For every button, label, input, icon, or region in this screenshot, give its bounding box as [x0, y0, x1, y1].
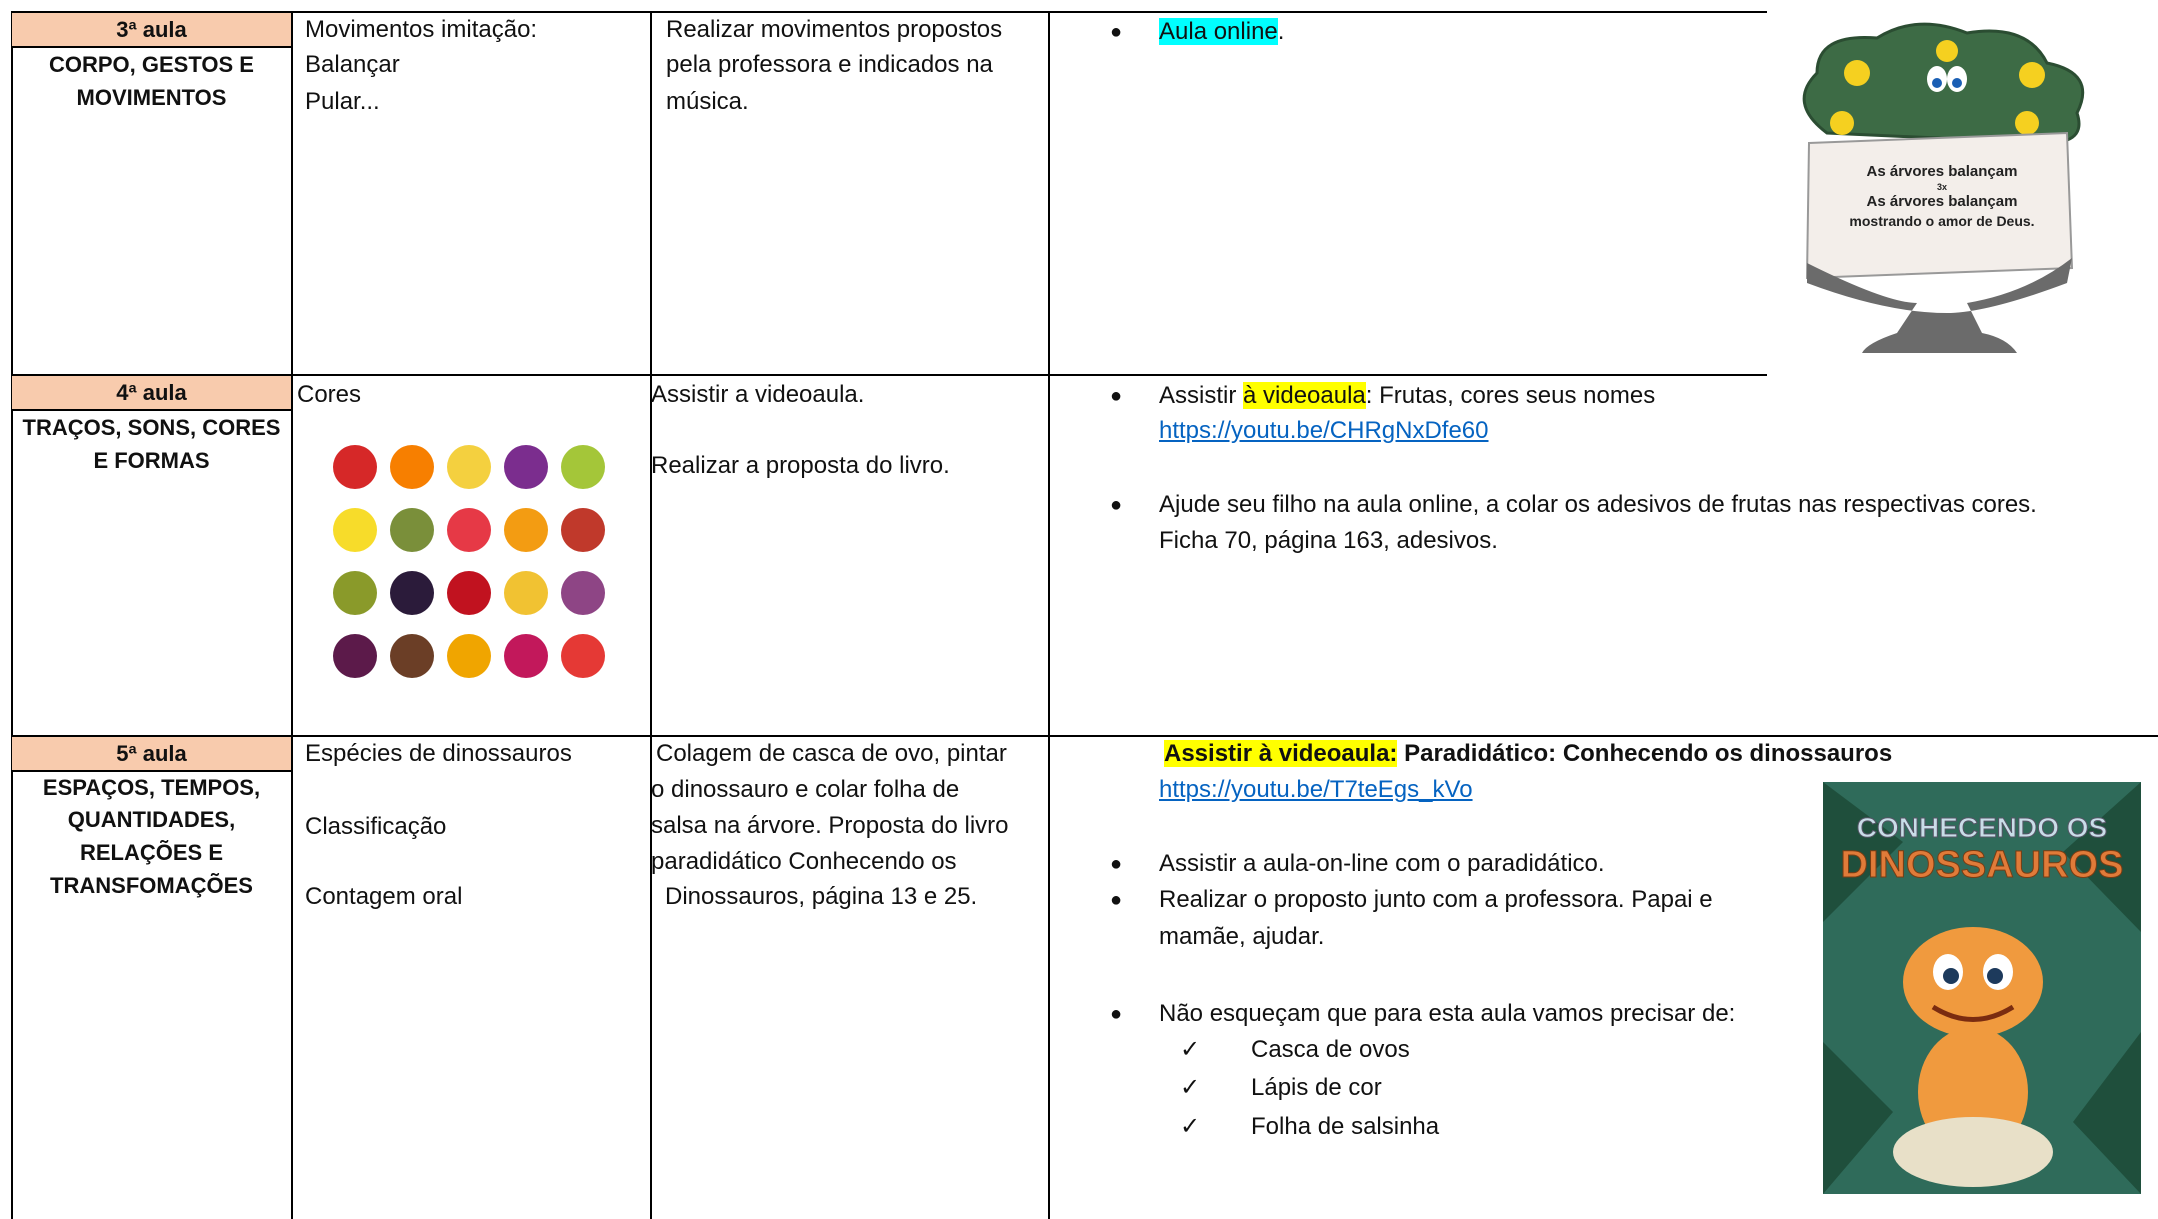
activity: Realizar a proposta do livro.	[651, 452, 950, 479]
tree-illustration: As árvores balançam 3x As árvores balanç…	[1802, 22, 2085, 353]
area-line: TRAÇOS, SONS, CORES	[22, 415, 281, 440]
content: Classificação	[305, 813, 447, 840]
rule	[1048, 11, 1050, 1219]
fruit	[390, 445, 434, 489]
fruit	[561, 571, 605, 615]
bullet: ●	[1110, 385, 1123, 407]
fruit	[333, 634, 377, 678]
fruit	[333, 571, 377, 615]
activity: Colagem de casca de ovo, pintar	[656, 740, 1007, 767]
area-line: MOVIMENTOS	[76, 85, 227, 110]
text: Paradidático: Conhecendo os dinossauros	[1397, 740, 1893, 767]
area-line: E FORMAS	[93, 448, 210, 473]
content: Cores	[297, 381, 362, 408]
fruit-illustration	[333, 445, 605, 678]
content: Espécies de dinossauros	[305, 740, 572, 767]
note: mamãe, ajudar.	[1159, 923, 1325, 950]
fruit	[561, 445, 605, 489]
video-link[interactable]: https://youtu.be/T7teEgs_kVo	[1159, 776, 1473, 803]
note: Não esqueçam que para esta aula vamos pr…	[1159, 1000, 1736, 1027]
area-line: RELAÇÕES E	[79, 840, 224, 865]
fruit	[504, 445, 548, 489]
content: Movimentos imitação:	[305, 16, 538, 43]
content: Pular...	[305, 88, 380, 115]
tree-text: As árvores balançam	[1867, 163, 2018, 180]
content: Balançar	[305, 51, 400, 78]
fruit	[447, 571, 491, 615]
fruit	[333, 445, 377, 489]
fruit	[561, 634, 605, 678]
note: Assistir à videoaula: Frutas, cores seus…	[1159, 378, 1655, 414]
activity: Dinossauros, página 13 e 25.	[665, 883, 978, 910]
link: https://youtu.be/CHRgNxDfe60	[1159, 413, 1489, 449]
rule	[11, 11, 1767, 13]
material: Casca de ovos	[1251, 1036, 1410, 1063]
note: Ajude seu filho na aula online, a colar …	[1159, 491, 2037, 518]
bullet: ●	[1110, 21, 1123, 43]
lesson-label: 5ª aula	[12, 737, 291, 772]
text: .	[1277, 18, 1285, 45]
fruit	[504, 571, 548, 615]
lesson-label: 3ª aula	[12, 13, 291, 48]
fruit	[390, 508, 434, 552]
check: ✓	[1180, 1036, 1201, 1063]
fruit	[504, 634, 548, 678]
highlight: Assistir à videoaula:	[1164, 740, 1398, 767]
rule	[11, 11, 13, 1219]
activity: Realizar movimentos propostos	[666, 16, 1003, 43]
activity: paradidático Conhecendo os	[651, 848, 957, 875]
video-link[interactable]: https://youtu.be/CHRgNxDfe60	[1159, 417, 1489, 444]
text: : Frutas, cores seus nomes	[1365, 382, 1656, 409]
rule	[11, 374, 1767, 376]
fruit	[447, 634, 491, 678]
activity: o dinossauro e colar folha de	[651, 776, 960, 803]
area-line: QUANTIDADES,	[67, 807, 236, 832]
note: Ficha 70, página 163, adesivos.	[1159, 527, 1498, 554]
fruit	[447, 445, 491, 489]
material: Lápis de cor	[1251, 1074, 1382, 1101]
rule	[650, 11, 652, 1219]
tree-text: mostrando o amor de Deus.	[1849, 213, 2034, 229]
note: Realizar o proposto junto com a professo…	[1159, 886, 1713, 913]
heading: Assistir à videoaula: Paradidático: Conh…	[1164, 736, 1892, 772]
rule	[291, 11, 293, 1219]
tree-text: 3x	[1937, 182, 1947, 192]
activity: música.	[666, 88, 749, 115]
book-title: CONHECENDO OS	[1857, 812, 2107, 843]
area-line: ESPAÇOS, TEMPOS,	[42, 775, 261, 800]
fruit	[504, 508, 548, 552]
content: Contagem oral	[305, 883, 463, 910]
fruit	[561, 508, 605, 552]
note: Assistir a aula-on-line com o paradidáti…	[1159, 850, 1605, 877]
book-cover: CONHECENDO OS DINOSSAUROS	[1823, 782, 2141, 1194]
material: Folha de salsinha	[1251, 1113, 1440, 1140]
tree-text: As árvores balançam	[1867, 193, 2018, 210]
highlight: à videoaula	[1243, 382, 1366, 409]
bullet: ●	[1110, 1003, 1123, 1025]
check: ✓	[1180, 1074, 1201, 1101]
area-line: CORPO, GESTOS E	[49, 52, 254, 77]
highlight: Aula online	[1159, 18, 1278, 45]
activity: pela professora e indicados na	[666, 51, 993, 78]
note: Aula online.	[1159, 14, 1284, 50]
bullet: ●	[1110, 853, 1123, 875]
fruit	[390, 571, 434, 615]
area-line: TRANSFOMAÇÕES	[50, 873, 253, 898]
activity: salsa na árvore. Proposta do livro	[651, 812, 1009, 839]
bullet: ●	[1110, 889, 1123, 911]
check: ✓	[1180, 1113, 1201, 1140]
fruit	[447, 508, 491, 552]
fruit	[390, 634, 434, 678]
bullet: ●	[1110, 494, 1123, 516]
book-title: DINOSSAUROS	[1841, 844, 2124, 886]
link: https://youtu.be/T7teEgs_kVo	[1159, 772, 1473, 808]
rule	[11, 735, 2158, 737]
lesson-label: 4ª aula	[12, 376, 291, 411]
fruit	[333, 508, 377, 552]
activity: Assistir a videoaula.	[651, 381, 865, 408]
text: Assistir	[1159, 382, 1243, 409]
